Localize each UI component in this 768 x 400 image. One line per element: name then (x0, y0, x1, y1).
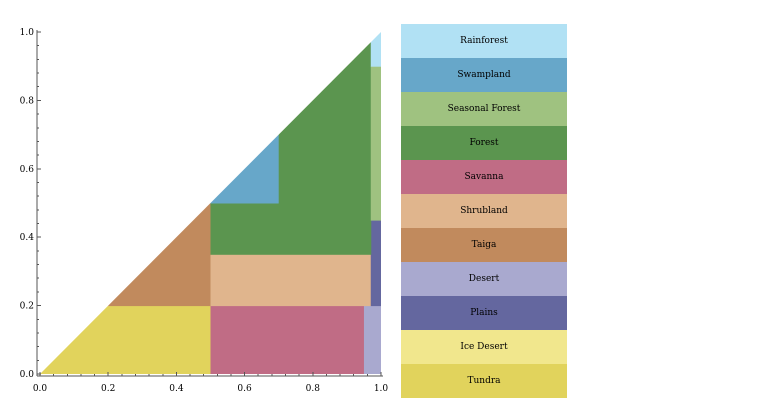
legend-label: Rainforest (460, 36, 508, 46)
legend-item-rainforest: Rainforest (401, 24, 567, 58)
region-taiga-1 (108, 203, 211, 307)
biome-regions (40, 32, 381, 374)
region-forest-6 (210, 203, 372, 255)
legend-label: Desert (468, 274, 500, 284)
region-rainforest-10 (370, 32, 381, 67)
legend-label: Tundra (467, 376, 501, 386)
legend-item-plains: Plains (401, 296, 567, 330)
y-tick-label: 0.6 (20, 165, 35, 175)
x-tick-label: 0.6 (237, 384, 252, 394)
legend-label: Swampland (457, 70, 511, 80)
y-tick-label: 0.0 (20, 370, 35, 380)
region-shrubland-4 (210, 254, 372, 307)
legend-item-swampland: Swampland (401, 58, 567, 92)
region-seasonal-forest-9 (370, 66, 381, 221)
y-tick-label: 0.2 (20, 302, 34, 312)
legend-item-forest: Forest (401, 126, 567, 160)
x-tick-label: 0.8 (306, 384, 321, 394)
plot-axes: 0.0 0.2 0.4 0.6 0.8 1.0 0.0 0.2 0.4 0.6 0.8 1.0 (20, 28, 389, 394)
legend-label: Seasonal Forest (447, 104, 521, 114)
region-plains-5 (370, 220, 381, 307)
biome-plot: 0.0 0.2 0.4 0.6 0.8 1.0 0.0 0.2 0.4 0.6 0.8 1.0 (20, 28, 389, 394)
x-tick-label: 0.0 (33, 384, 48, 394)
legend-item-savanna: Savanna (401, 160, 567, 194)
legend-label: Savanna (464, 172, 504, 182)
legend-label: Shrubland (460, 206, 508, 216)
x-tick-label: 0.2 (101, 384, 115, 394)
legend-item-shrubland: Shrubland (401, 194, 567, 228)
legend-item-tundra: Tundra (401, 364, 567, 398)
region-desert-3 (363, 305, 381, 374)
legend-label: Taiga (471, 240, 497, 250)
legend-item-desert: Desert (401, 262, 567, 296)
legend-item-seasonal-forest: Seasonal Forest (401, 92, 567, 126)
x-tick-label: 0.4 (169, 384, 184, 394)
legend-item-taiga: Taiga (401, 228, 567, 262)
region-swampland-7 (210, 134, 280, 204)
x-tick-label: 1.0 (374, 384, 389, 394)
region-savanna-2 (210, 305, 365, 374)
region-forest-8 (278, 42, 372, 204)
y-tick-label: 1.0 (20, 28, 35, 38)
legend-item-ice-desert: Ice Desert (401, 330, 567, 364)
y-tick-label: 0.8 (20, 96, 35, 106)
y-tick-label: 0.4 (20, 233, 35, 243)
legend-label: Forest (469, 138, 499, 148)
legend-label: Plains (470, 308, 498, 318)
region-tundra-0 (40, 305, 211, 374)
legend-label: Ice Desert (460, 342, 508, 352)
legend: Rainforest Swampland Seasonal Forest Forest… (401, 24, 567, 398)
